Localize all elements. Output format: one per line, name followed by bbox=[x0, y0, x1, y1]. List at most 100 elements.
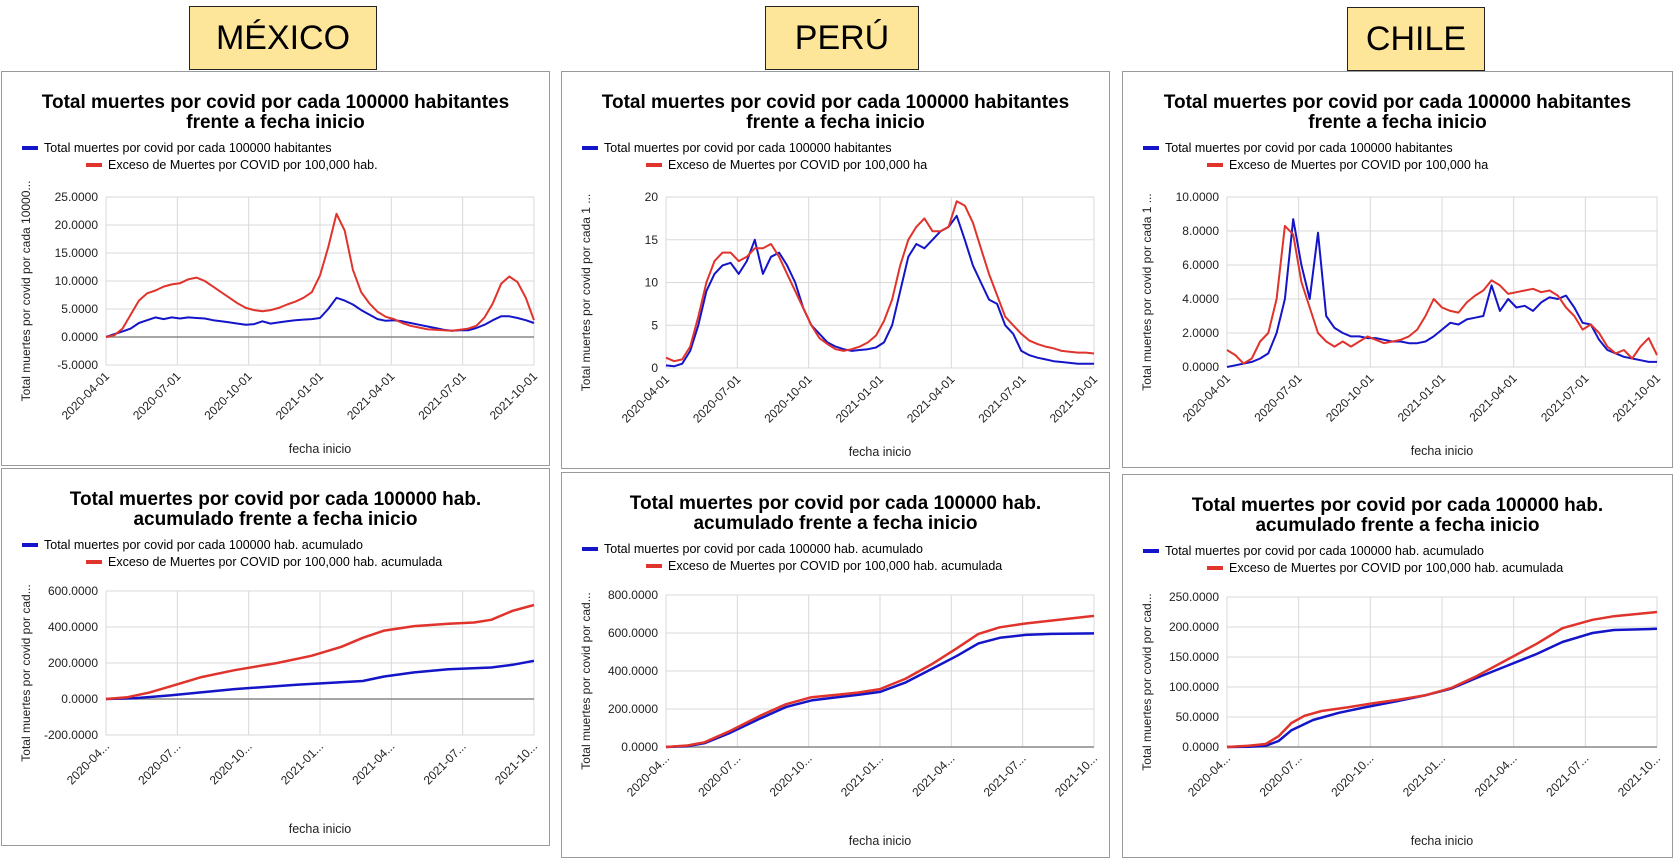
y-tick-label: 200.0000 bbox=[48, 656, 98, 670]
chart-svg: Total muertes por covid por cada 100000 … bbox=[19, 489, 540, 836]
y-tick-label: 20.0000 bbox=[55, 218, 99, 232]
chart-panel-peru-daily: Total muertes por covid por cada 100000 … bbox=[561, 71, 1110, 469]
x-axis-title: fecha inicio bbox=[849, 445, 912, 459]
legend-swatch bbox=[86, 560, 102, 564]
x-tick-label: 2021-01-01 bbox=[273, 369, 327, 423]
chart-panel-chile-cumulative: Total muertes por covid por cada 100000 … bbox=[1122, 474, 1673, 858]
chart-svg: Total muertes por covid por cada 100000 … bbox=[579, 92, 1100, 459]
x-tick-label: 2021-04-01 bbox=[1466, 371, 1520, 425]
y-tick-label: 15.0000 bbox=[55, 246, 99, 260]
x-tick-label: 2020-07... bbox=[1257, 751, 1305, 799]
series-line-blue bbox=[1226, 218, 1657, 368]
series-line-blue bbox=[665, 632, 1095, 749]
y-axis-title: Total muertes por covid por cad... bbox=[579, 592, 593, 769]
x-tick-label: 2021-01... bbox=[278, 739, 326, 787]
legend-entry: Exceso de Muertes por COVID por 100,000 … bbox=[1229, 158, 1488, 172]
legend-swatch bbox=[1143, 549, 1159, 553]
y-tick-label: 10.0000 bbox=[1176, 190, 1220, 204]
x-tick-label: 2021-04-01 bbox=[344, 369, 398, 423]
x-tick-label: 2021-07... bbox=[421, 739, 469, 787]
y-tick-label: 200.0000 bbox=[608, 702, 658, 716]
x-tick-label: 2020-10... bbox=[1328, 751, 1376, 799]
x-tick-label: 2020-04... bbox=[624, 751, 672, 799]
x-tick-label: 2021-01-01 bbox=[1395, 371, 1449, 425]
chart-title-line: frente a fecha inicio bbox=[746, 112, 924, 133]
legend-entry: Exceso de Muertes por COVID por 100,000 … bbox=[108, 158, 378, 172]
x-tick-label: 2021-07-01 bbox=[975, 372, 1029, 426]
x-tick-label: 2021-10... bbox=[1052, 751, 1100, 799]
country-label-chile: CHILE bbox=[1347, 7, 1485, 71]
x-tick-label: 2020-07-01 bbox=[1251, 371, 1305, 425]
y-tick-label: -200.0000 bbox=[44, 728, 98, 742]
x-tick-label: 2021-01... bbox=[838, 751, 886, 799]
y-tick-label: 5 bbox=[651, 318, 658, 332]
chart-svg: Total muertes por covid por cada 100000 … bbox=[19, 92, 541, 456]
chart-panel-peru-cumulative: Total muertes por covid por cada 100000 … bbox=[561, 472, 1110, 858]
x-tick-label: 2020-10-01 bbox=[761, 372, 815, 426]
series-line-red bbox=[105, 212, 535, 338]
chart-title-line: Total muertes por covid por cada 100000 … bbox=[630, 493, 1041, 514]
x-tick-label: 2021-04-01 bbox=[904, 372, 958, 426]
y-tick-label: 8.0000 bbox=[1182, 224, 1219, 238]
legend-entry: Total muertes por covid por cada 100000 … bbox=[604, 542, 923, 556]
x-tick-label: 2020-04-01 bbox=[1180, 371, 1234, 425]
series-line-red bbox=[665, 614, 1095, 749]
legend-swatch bbox=[1207, 566, 1223, 570]
y-tick-label: 200.0000 bbox=[1169, 620, 1219, 634]
legend-entry: Total muertes por covid por cada 100000 … bbox=[44, 538, 363, 552]
series-line-red bbox=[105, 603, 535, 701]
legend-swatch bbox=[646, 163, 662, 167]
chart-title-line: Total muertes por covid por cada 100000 … bbox=[602, 92, 1069, 113]
series-line-red bbox=[1226, 224, 1658, 365]
legend-entry: Exceso de Muertes por COVID por 100,000 … bbox=[668, 158, 927, 172]
chart-title-line: Total muertes por covid por cada 100000 … bbox=[1164, 92, 1631, 113]
y-axis-title: Total muertes por covid por cad... bbox=[1140, 593, 1154, 770]
country-label-peru: PERÚ bbox=[765, 6, 919, 70]
y-tick-label: 0.0000 bbox=[1182, 740, 1219, 754]
x-tick-label: 2021-01... bbox=[1400, 751, 1448, 799]
series-line-blue bbox=[665, 214, 1094, 368]
chart-title-line: Total muertes por covid por cada 100000 … bbox=[42, 92, 509, 113]
y-tick-label: -5.0000 bbox=[57, 358, 98, 372]
y-tick-label: 20 bbox=[645, 190, 659, 204]
x-tick-label: 2020-04-01 bbox=[619, 372, 673, 426]
chart-panel-chile-daily: Total muertes por covid por cada 100000 … bbox=[1122, 71, 1673, 468]
y-tick-label: 6.0000 bbox=[1182, 258, 1219, 272]
x-tick-label: 2021-04... bbox=[1472, 751, 1520, 799]
x-tick-label: 2020-07-01 bbox=[690, 372, 744, 426]
x-tick-label: 2021-07-01 bbox=[1538, 371, 1592, 425]
chart-title-line: frente a fecha inicio bbox=[1308, 112, 1486, 133]
x-tick-label: 2021-10-01 bbox=[487, 369, 541, 423]
y-tick-label: 400.0000 bbox=[48, 620, 98, 634]
chart-title-line: acumulado frente a fecha inicio bbox=[1255, 515, 1539, 536]
series-line-blue bbox=[105, 659, 535, 701]
x-tick-label: 2021-04... bbox=[909, 751, 957, 799]
x-axis-title: fecha inicio bbox=[289, 442, 352, 456]
x-tick-label: 2021-04... bbox=[349, 739, 397, 787]
y-tick-label: 0 bbox=[651, 361, 658, 375]
chart-title-line: Total muertes por covid por cada 100000 … bbox=[1192, 495, 1603, 516]
y-tick-label: 800.0000 bbox=[608, 588, 658, 602]
country-label-mexico: MÉXICO bbox=[189, 6, 377, 70]
x-axis-title: fecha inicio bbox=[1411, 834, 1474, 848]
chart-title-line: acumulado frente a fecha inicio bbox=[133, 509, 417, 530]
legend-swatch bbox=[1143, 146, 1159, 150]
y-tick-label: 400.0000 bbox=[608, 664, 658, 678]
legend-swatch bbox=[582, 146, 598, 150]
y-axis-title: Total muertes por covid por cada 10000..… bbox=[19, 181, 33, 402]
legend-entry: Exceso de Muertes por COVID por 100,000 … bbox=[668, 559, 1002, 573]
y-tick-label: 100.0000 bbox=[1169, 680, 1219, 694]
chart-title-line: Total muertes por covid por cada 100000 … bbox=[70, 489, 481, 510]
y-tick-label: 10 bbox=[645, 276, 659, 290]
legend-swatch bbox=[22, 146, 38, 150]
x-tick-label: 2021-10... bbox=[492, 739, 540, 787]
legend-swatch bbox=[86, 163, 102, 167]
y-tick-label: 0.0000 bbox=[1182, 360, 1219, 374]
series-line-red bbox=[1226, 610, 1658, 749]
legend-entry: Exceso de Muertes por COVID por 100,000 … bbox=[108, 555, 442, 569]
legend-entry: Total muertes por covid por cada 100000 … bbox=[604, 141, 892, 155]
y-tick-label: 150.0000 bbox=[1169, 650, 1219, 664]
y-tick-label: 0.0000 bbox=[61, 692, 98, 706]
y-tick-label: 2.0000 bbox=[1182, 326, 1219, 340]
x-tick-label: 2020-07... bbox=[135, 739, 183, 787]
